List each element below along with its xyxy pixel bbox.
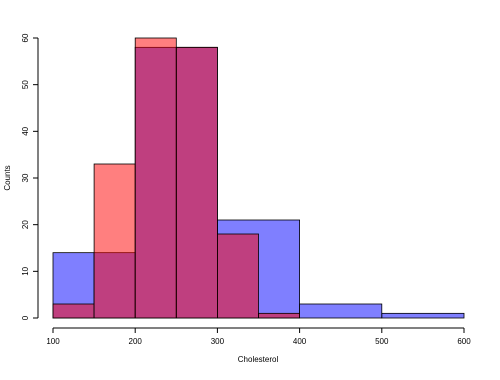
y-tick-label: 10: [21, 266, 30, 275]
x-tick-label: 500: [375, 337, 389, 346]
x-tick-label: 300: [211, 337, 225, 346]
y-tick-label: 0: [21, 315, 30, 320]
histogram-bar: [216, 233, 259, 319]
y-tick-label: 50: [21, 80, 30, 89]
y-tick-label: 30: [21, 173, 30, 182]
y-tick-label: 60: [21, 33, 30, 42]
histogram-bar: [381, 312, 465, 319]
histogram-bar: [175, 46, 218, 319]
x-axis-label: Cholesterol: [238, 355, 279, 364]
x-tick-label: 600: [457, 337, 471, 346]
y-tick-label: 40: [21, 126, 30, 135]
y-tick-label: 20: [21, 220, 30, 229]
y-axis-label: Counts: [3, 165, 12, 190]
x-tick-label: 200: [129, 337, 143, 346]
histogram-bar: [52, 303, 95, 319]
histogram-bar: [258, 312, 300, 319]
x-tick-label: 100: [46, 337, 60, 346]
histogram-bar: [299, 303, 383, 319]
histogram-bar: [93, 163, 136, 319]
x-tick-label: 400: [293, 337, 307, 346]
histogram-bar: [134, 37, 177, 319]
